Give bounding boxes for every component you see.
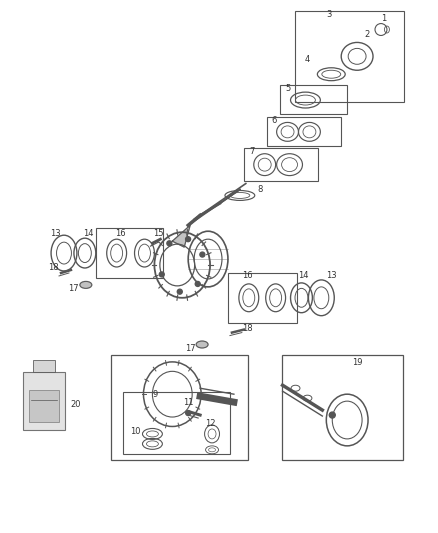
Polygon shape xyxy=(172,225,190,247)
Circle shape xyxy=(195,281,200,286)
Bar xyxy=(282,356,403,460)
Text: 10: 10 xyxy=(130,427,141,437)
Text: 5: 5 xyxy=(285,84,290,93)
Text: 17: 17 xyxy=(185,344,195,353)
Text: 6: 6 xyxy=(271,116,276,125)
Circle shape xyxy=(186,237,191,241)
Text: 7: 7 xyxy=(249,147,254,156)
Text: 12: 12 xyxy=(205,419,215,429)
Text: 2: 2 xyxy=(364,30,370,39)
Circle shape xyxy=(186,410,191,416)
Bar xyxy=(123,392,230,454)
Text: 13: 13 xyxy=(50,229,60,238)
Ellipse shape xyxy=(196,341,208,348)
Text: 14: 14 xyxy=(84,229,94,238)
Circle shape xyxy=(329,412,335,418)
Bar xyxy=(33,360,55,373)
Text: 20: 20 xyxy=(71,400,81,409)
Text: 16: 16 xyxy=(243,271,253,280)
Text: 18: 18 xyxy=(243,324,253,333)
Text: 14: 14 xyxy=(298,271,309,280)
Bar xyxy=(244,148,318,181)
Circle shape xyxy=(200,252,205,257)
Bar xyxy=(96,228,163,278)
Bar xyxy=(29,390,59,422)
Text: 8: 8 xyxy=(257,185,262,194)
Circle shape xyxy=(167,241,172,246)
Text: 15: 15 xyxy=(153,229,164,238)
Circle shape xyxy=(177,289,182,294)
Circle shape xyxy=(159,272,164,277)
Bar xyxy=(228,273,297,322)
Text: 1: 1 xyxy=(381,14,387,23)
Bar xyxy=(279,85,347,114)
Text: 4: 4 xyxy=(305,55,310,64)
Text: 3: 3 xyxy=(327,10,332,19)
Text: 9: 9 xyxy=(153,390,158,399)
Text: 13: 13 xyxy=(326,271,336,280)
Ellipse shape xyxy=(80,281,92,288)
Bar xyxy=(267,117,341,146)
Text: 17: 17 xyxy=(67,285,78,293)
Text: 18: 18 xyxy=(48,263,58,272)
Bar xyxy=(111,356,248,460)
Bar xyxy=(23,373,65,430)
Text: 19: 19 xyxy=(352,358,362,367)
Text: 11: 11 xyxy=(183,398,194,407)
Text: 16: 16 xyxy=(115,229,126,238)
Bar xyxy=(294,11,404,102)
